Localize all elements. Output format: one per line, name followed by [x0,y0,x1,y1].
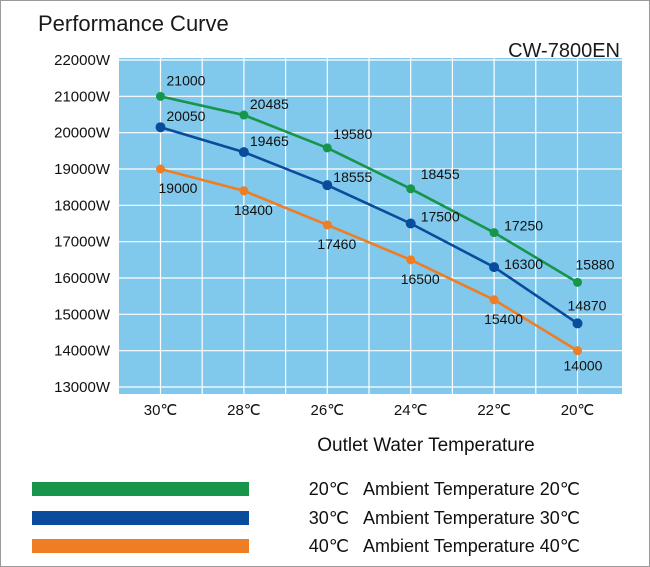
data-label: 19465 [250,133,289,149]
y-axis-ticks: 13000W 14000W 15000W 16000W 17000W 18000W 1900… [54,52,111,396]
x-tick-label: 30℃ [144,402,178,419]
data-point [406,184,416,194]
y-tick-label: 17000W [54,234,111,251]
data-point [155,122,166,133]
y-tick-label: 18000W [54,197,111,214]
x-tick-label: 26℃ [311,402,345,419]
legend-label: Ambient Temperature 40℃ [363,536,580,556]
data-label: 17500 [421,209,460,225]
data-point [156,164,165,174]
data-point [156,91,165,101]
legend-swatch [32,482,249,496]
data-label: 18455 [421,166,460,182]
data-point [322,143,332,153]
legend-swatch [32,511,249,525]
legend-label: Ambient Temperature 30℃ [363,508,580,528]
data-label: 17460 [317,236,356,252]
data-point [322,220,332,230]
legend-label: Ambient Temperature 20℃ [363,479,580,499]
data-label: 19000 [159,180,198,196]
plot-background [119,58,622,394]
y-tick-label: 16000W [54,270,111,287]
data-point [405,218,416,229]
legend-temp: 30℃ [309,508,349,528]
data-point [406,255,416,265]
y-tick-label: 14000W [54,343,111,360]
y-tick-label: 19000W [54,161,111,178]
data-point [572,318,583,329]
x-tick-label: 20℃ [561,402,595,419]
data-point [489,228,499,238]
legend-swatch [32,539,249,553]
x-tick-label: 22℃ [477,402,511,419]
data-point [489,295,499,305]
data-label: 15400 [484,311,523,327]
x-tick-label: 28℃ [227,402,261,419]
data-label: 18400 [234,202,273,218]
series-points [155,91,583,356]
data-label: 20485 [250,96,289,112]
data-label: 15880 [576,256,615,272]
x-axis-label: Outlet Water Temperature [317,435,535,456]
data-point [238,147,249,158]
data-point [239,110,249,120]
data-label: 19580 [333,126,372,142]
x-tick-label: 24℃ [394,402,428,419]
y-tick-label: 15000W [54,306,111,323]
series-line [160,125,579,325]
y-tick-label: 22000W [54,52,111,69]
y-tick-label: 13000W [54,379,111,396]
legend-temp: 40℃ [309,536,349,556]
data-label: 16300 [504,256,543,272]
data-point [322,180,333,191]
data-label: 18555 [333,169,372,185]
data-label: 20050 [167,108,206,124]
model-label: CW-7800EN [508,40,620,62]
data-label: 21000 [167,72,206,88]
data-label: 14870 [568,297,607,313]
data-point [489,262,500,273]
legend-temp: 20℃ [309,479,349,499]
series-line [160,95,579,284]
data-label: 17250 [504,218,543,234]
data-point [573,346,582,356]
y-tick-label: 21000W [54,88,111,105]
series-line [160,167,579,352]
data-point [573,277,582,287]
legend: 20℃ Ambient Temperature 20℃ 30℃ Ambient Tem… [32,479,580,556]
y-tick-label: 20000W [54,125,111,142]
chart-title: Performance Curve [38,11,229,36]
series-lines [160,95,579,352]
data-point [239,186,249,196]
x-axis-ticks: 30℃ 28℃ 26℃ 24℃ 22℃ 20℃ [144,402,595,419]
data-label: 16500 [401,271,440,287]
plot-area [119,58,622,394]
data-labels: 21000 20485 19580 18455 17250 15880 20050 19465… [159,72,615,373]
data-label: 14000 [564,358,603,374]
